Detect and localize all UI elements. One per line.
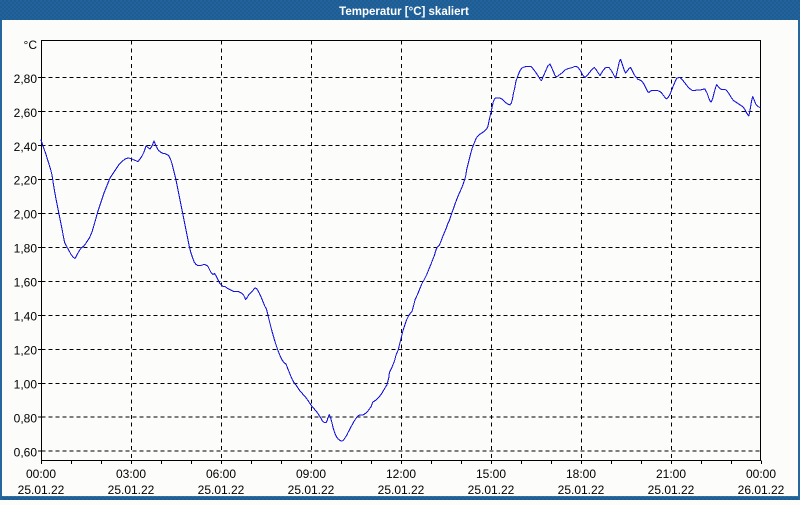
svg-text:2,20: 2,20 — [14, 174, 38, 188]
svg-text:15:00: 15:00 — [476, 467, 506, 481]
svg-text:2,60: 2,60 — [14, 106, 38, 120]
svg-text:25.01.22: 25.01.22 — [108, 483, 155, 497]
svg-text:25.01.22: 25.01.22 — [378, 483, 425, 497]
svg-text:2,00: 2,00 — [14, 208, 38, 222]
svg-text:1,80: 1,80 — [14, 242, 38, 256]
svg-text:25.01.22: 25.01.22 — [288, 483, 335, 497]
svg-text:25.01.22: 25.01.22 — [18, 483, 65, 497]
svg-text:2,80: 2,80 — [14, 72, 38, 86]
svg-text:00:00: 00:00 — [746, 467, 776, 481]
svg-text:25.01.22: 25.01.22 — [648, 483, 695, 497]
svg-text:12:00: 12:00 — [386, 467, 416, 481]
svg-text:1,20: 1,20 — [14, 344, 38, 358]
svg-text:1,00: 1,00 — [14, 378, 38, 392]
svg-text:26.01.22: 26.01.22 — [738, 483, 785, 497]
svg-text:Temperatur [°C] skaliert: Temperatur [°C] skaliert — [339, 6, 469, 18]
svg-text:18:00: 18:00 — [566, 467, 596, 481]
svg-text:25.01.22: 25.01.22 — [468, 483, 515, 497]
svg-text:25.01.22: 25.01.22 — [558, 483, 605, 497]
svg-text:03:00: 03:00 — [116, 467, 146, 481]
svg-text:0,60: 0,60 — [14, 446, 38, 460]
svg-text:°C: °C — [24, 38, 38, 52]
svg-text:0,80: 0,80 — [14, 412, 38, 426]
svg-text:2,40: 2,40 — [14, 140, 38, 154]
svg-text:09:00: 09:00 — [296, 467, 326, 481]
svg-text:25.01.22: 25.01.22 — [198, 483, 245, 497]
svg-text:00:00: 00:00 — [26, 467, 56, 481]
svg-text:1,40: 1,40 — [14, 310, 38, 324]
svg-text:1,60: 1,60 — [14, 276, 38, 290]
svg-text:21:00: 21:00 — [656, 467, 686, 481]
svg-text:06:00: 06:00 — [206, 467, 236, 481]
